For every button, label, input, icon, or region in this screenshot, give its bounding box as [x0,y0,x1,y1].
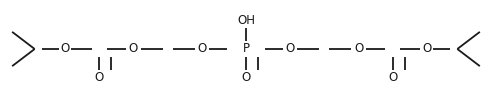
Text: O: O [285,43,295,55]
Text: O: O [129,43,138,55]
Text: O: O [354,43,363,55]
Text: P: P [243,43,249,55]
Text: O: O [61,43,69,55]
Text: O: O [197,43,207,55]
Text: O: O [242,71,250,84]
Text: OH: OH [237,14,255,27]
Text: O: O [423,43,431,55]
Text: O: O [388,71,398,84]
Text: O: O [94,71,104,84]
